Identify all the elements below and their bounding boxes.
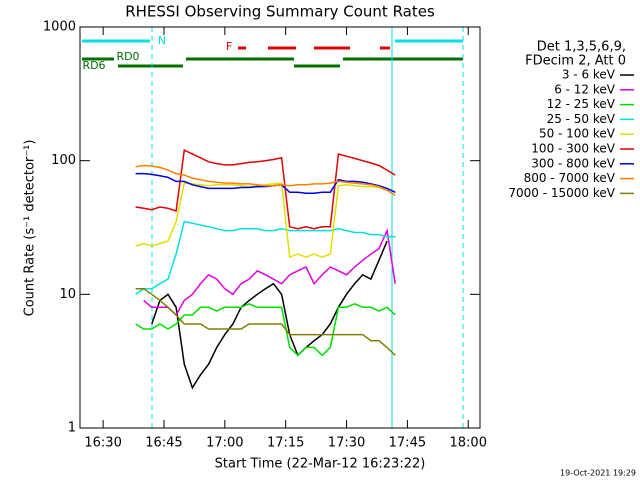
flag-label: F	[226, 40, 232, 53]
x-tick-label: 16:45	[145, 436, 182, 451]
x-tick-label: 17:30	[328, 436, 365, 451]
series-line	[151, 240, 388, 390]
markers	[151, 27, 464, 428]
flag-label: N	[158, 34, 166, 47]
x-tick-label: 17:45	[389, 436, 426, 451]
x-tick-label: 18:00	[450, 436, 487, 451]
axes-frame	[79, 26, 481, 429]
legend-label: 3 - 6 keV	[562, 68, 616, 82]
legend-label: 12 - 25 keV	[547, 97, 616, 111]
series-line	[135, 220, 396, 295]
series-line	[135, 164, 396, 197]
legend-label: 6 - 12 keV	[554, 82, 616, 96]
legend-label: 800 - 7000 keV	[524, 171, 616, 185]
x-tick-label: 17:00	[206, 436, 243, 451]
legend-label: 7000 - 15000 keV	[508, 186, 615, 200]
chart-title: RHESSI Observing Summary Count Rates	[125, 3, 435, 21]
legend-label: 50 - 100 keV	[539, 127, 616, 141]
series-line	[143, 227, 396, 317]
flag-bars	[82, 39, 463, 68]
footer: 19-Oct-2021 19:29	[560, 469, 636, 478]
legend-label: 300 - 800 keV	[531, 156, 615, 170]
y-tick-label: 100	[51, 153, 76, 168]
series-line	[135, 182, 396, 259]
y-tick-label: 1	[68, 421, 76, 436]
y-tick-label: 1000	[43, 20, 76, 35]
series-line	[135, 148, 396, 230]
plot-area	[135, 148, 396, 390]
x-tick-label: 17:15	[267, 436, 304, 451]
legend-header: Det 1,3,5,6,9,	[537, 40, 626, 55]
x-tick-label: 16:30	[84, 436, 121, 451]
y-axis-label: Count Rate (s⁻¹ detector⁻¹)	[23, 140, 38, 317]
series-line	[135, 172, 396, 195]
flag-label: RD6	[82, 59, 105, 72]
series-line	[135, 288, 396, 356]
flag-label: RD0	[116, 50, 139, 63]
legend-header: FDecim 2, Att 0	[525, 54, 626, 69]
legend-label: 100 - 300 keV	[531, 142, 615, 156]
x-axis-label: Start Time (22-Mar-12 16:23:22)	[215, 457, 426, 472]
series-line	[135, 302, 396, 357]
y-tick-label: 10	[59, 287, 76, 302]
legend-label: 25 - 50 keV	[547, 112, 616, 126]
